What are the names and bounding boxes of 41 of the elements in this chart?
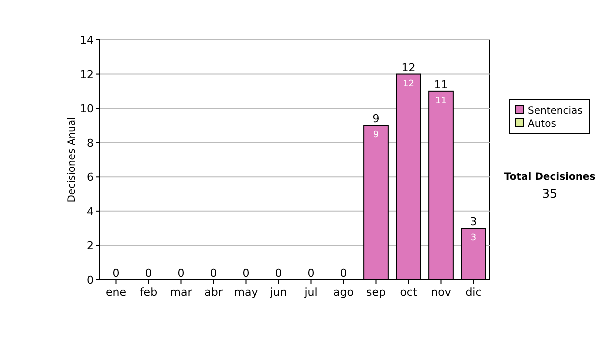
total-label: 0 — [210, 267, 218, 280]
y-tick-label: 14 — [80, 34, 94, 47]
y-tick-label: 6 — [87, 171, 94, 184]
y-tick-label: 8 — [87, 136, 94, 150]
legend-label: Autos — [528, 119, 556, 130]
text: Total Decisiones — [504, 172, 596, 183]
x-tick-label: jun — [269, 286, 288, 299]
y-tick-label: 2 — [87, 240, 94, 253]
x-tick-label: nov — [431, 286, 452, 299]
x-tick-label: abr — [204, 286, 224, 299]
total-label: 12 — [402, 61, 416, 74]
total-label: 0 — [145, 267, 152, 280]
x-tick-label: sep — [366, 286, 386, 299]
y-tick-label: 0 — [87, 274, 94, 287]
y-tick-label: 10 — [80, 102, 94, 116]
x-tick-label: jul — [304, 286, 318, 299]
x-tick-label: mar — [170, 286, 193, 299]
x-tick-label: feb — [140, 286, 158, 299]
x-tick-label: may — [234, 286, 259, 299]
total-label: 0 — [178, 267, 185, 280]
total-label: 3 — [470, 216, 478, 229]
x-tick-label: oct — [400, 286, 418, 299]
total-label: 0 — [275, 267, 282, 280]
legend-label: Sentencias — [528, 106, 583, 117]
data-label: 9 — [373, 130, 380, 141]
data-label: 12 — [403, 79, 414, 90]
data-label: 3 — [470, 234, 477, 244]
x-tick-label: ene — [106, 286, 127, 299]
total-label: 0 — [340, 267, 348, 280]
x-tick-label: ago — [334, 286, 354, 299]
y-tick-label: 4 — [87, 205, 94, 218]
total-label: 9 — [372, 112, 380, 126]
total-label: 0 — [308, 267, 315, 280]
total-label: 0 — [242, 267, 250, 280]
y-axis-title: Decisiones Anual — [67, 117, 78, 203]
text: 35 — [542, 187, 558, 201]
data-label: 11 — [436, 96, 447, 106]
x-tick-label: dic — [466, 286, 482, 299]
y-tick-label: 12 — [80, 68, 94, 82]
total-label: 11 — [434, 78, 448, 92]
total-label: 0 — [112, 267, 120, 280]
